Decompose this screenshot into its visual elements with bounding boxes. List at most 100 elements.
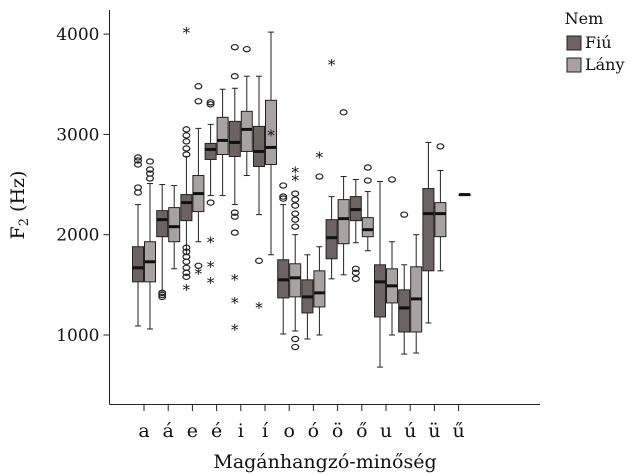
x-tick-label-8: ö: [332, 420, 343, 442]
box-lány-ő: [361, 164, 374, 252]
box-fiú-i: * * *: [228, 43, 241, 339]
box-fiú-u: [374, 181, 386, 368]
outlier-point: [194, 83, 203, 90]
legend-swatch-lany: [566, 57, 582, 73]
x-tick-label-2: e: [187, 420, 198, 442]
box-body: [337, 199, 350, 245]
boxes: ***** **********: [132, 24, 471, 368]
box-body: [180, 194, 193, 222]
box-body: [240, 110, 253, 152]
outlier-point: [363, 164, 372, 171]
box-fiú-ő: [349, 179, 362, 283]
box-lány-e: *: [192, 83, 205, 283]
outlier-point: [351, 269, 360, 277]
outlier-point: [230, 43, 239, 51]
outlier-point: [134, 184, 143, 191]
axes: [109, 10, 540, 405]
legend-swatch-fiu: [566, 35, 582, 51]
box-lány-a: [144, 158, 156, 330]
box-fiú-e: **: [180, 24, 193, 299]
outlier-point: [400, 211, 409, 218]
outlier-point: [279, 182, 288, 189]
extreme-point: *: [291, 164, 299, 182]
box-lány-ó: *: [313, 148, 326, 336]
outlier-point: [291, 335, 300, 343]
extreme-point: *: [316, 148, 324, 166]
outlier-point: [436, 143, 445, 150]
x-tick-label-4: i: [238, 420, 244, 442]
box-body: [253, 125, 265, 167]
box-lány-ű: [458, 193, 471, 197]
legend-label-lany: Lány: [585, 55, 625, 74]
box-fiú-é: ***: [204, 99, 217, 292]
outlier-point: [230, 229, 239, 236]
outlier-point: [351, 265, 360, 273]
extreme-point: *: [207, 274, 215, 292]
box-body: [156, 210, 169, 238]
box-lány-i: [240, 45, 253, 177]
extreme-point: *: [328, 56, 336, 74]
outlier-point: [291, 210, 300, 217]
box-lány-o: **: [289, 164, 302, 351]
box-lány-í: *: [265, 31, 277, 256]
outlier-point: [194, 262, 203, 269]
y-tick-label-3: 4000: [56, 25, 99, 45]
box-fiú-ú: [398, 211, 411, 355]
outlier-point: [363, 177, 372, 184]
outlier-point: [291, 223, 300, 230]
outlier-point: [230, 73, 239, 80]
extreme-point: *: [255, 299, 263, 317]
y-axis-title-unit: (Hz): [7, 171, 29, 218]
outlier-point: [206, 101, 215, 108]
outlier-point: [146, 170, 155, 177]
outlier-point: [242, 45, 251, 53]
extreme-point: *: [207, 234, 215, 252]
box-body: [422, 188, 435, 272]
extreme-point: *: [231, 271, 239, 289]
box-body: [374, 264, 386, 318]
outlier-point: [182, 264, 191, 271]
outlier-point: [388, 176, 397, 183]
extreme-point: *: [183, 24, 191, 42]
x-tick-label-3: é: [211, 420, 222, 442]
box-body: [398, 289, 411, 333]
y-tick-label-1: 2000: [56, 226, 99, 246]
box-lány-é: [216, 88, 229, 197]
extreme-point: *: [291, 172, 299, 190]
outlier-point: [279, 193, 288, 200]
outlier-point: [291, 202, 300, 209]
outlier-point: [315, 173, 324, 180]
x-tick-label-11: ú: [404, 420, 416, 442]
x-axis-title: Magánhangzó-minőség: [213, 451, 436, 473]
outlier-point: [182, 145, 191, 152]
box-body: [168, 207, 181, 243]
box-body: [216, 116, 229, 155]
legend-label-fiu: Fiú: [585, 33, 612, 52]
box-body: [361, 217, 374, 238]
x-tick-label-13: ű: [452, 420, 464, 442]
box-fiú-ó: [301, 254, 314, 340]
x-tick-label-0: a: [138, 420, 149, 442]
outlier-point: [291, 196, 300, 203]
outlier-point: [279, 195, 288, 202]
box-body: [325, 219, 338, 260]
outlier-point: [146, 166, 155, 173]
outlier-point: [230, 213, 239, 220]
box-fiú-a: [132, 154, 144, 327]
extreme-point: *: [195, 265, 203, 283]
extreme-point: *: [267, 126, 275, 144]
x-tick-label-10: u: [380, 420, 392, 442]
outlier-point: [134, 161, 143, 168]
box-lány-ú: [410, 234, 423, 354]
outlier-point: [158, 289, 167, 297]
y-tick-label-0: 1000: [56, 326, 99, 346]
box-lány-ö: [337, 109, 350, 276]
extreme-point: *: [231, 321, 239, 339]
box-fiú-o: [277, 182, 290, 335]
outlier-point: [182, 273, 191, 281]
x-tick-label-9: ő: [356, 420, 367, 442]
box-body: [265, 99, 277, 165]
x-tick-label-6: o: [283, 420, 294, 442]
